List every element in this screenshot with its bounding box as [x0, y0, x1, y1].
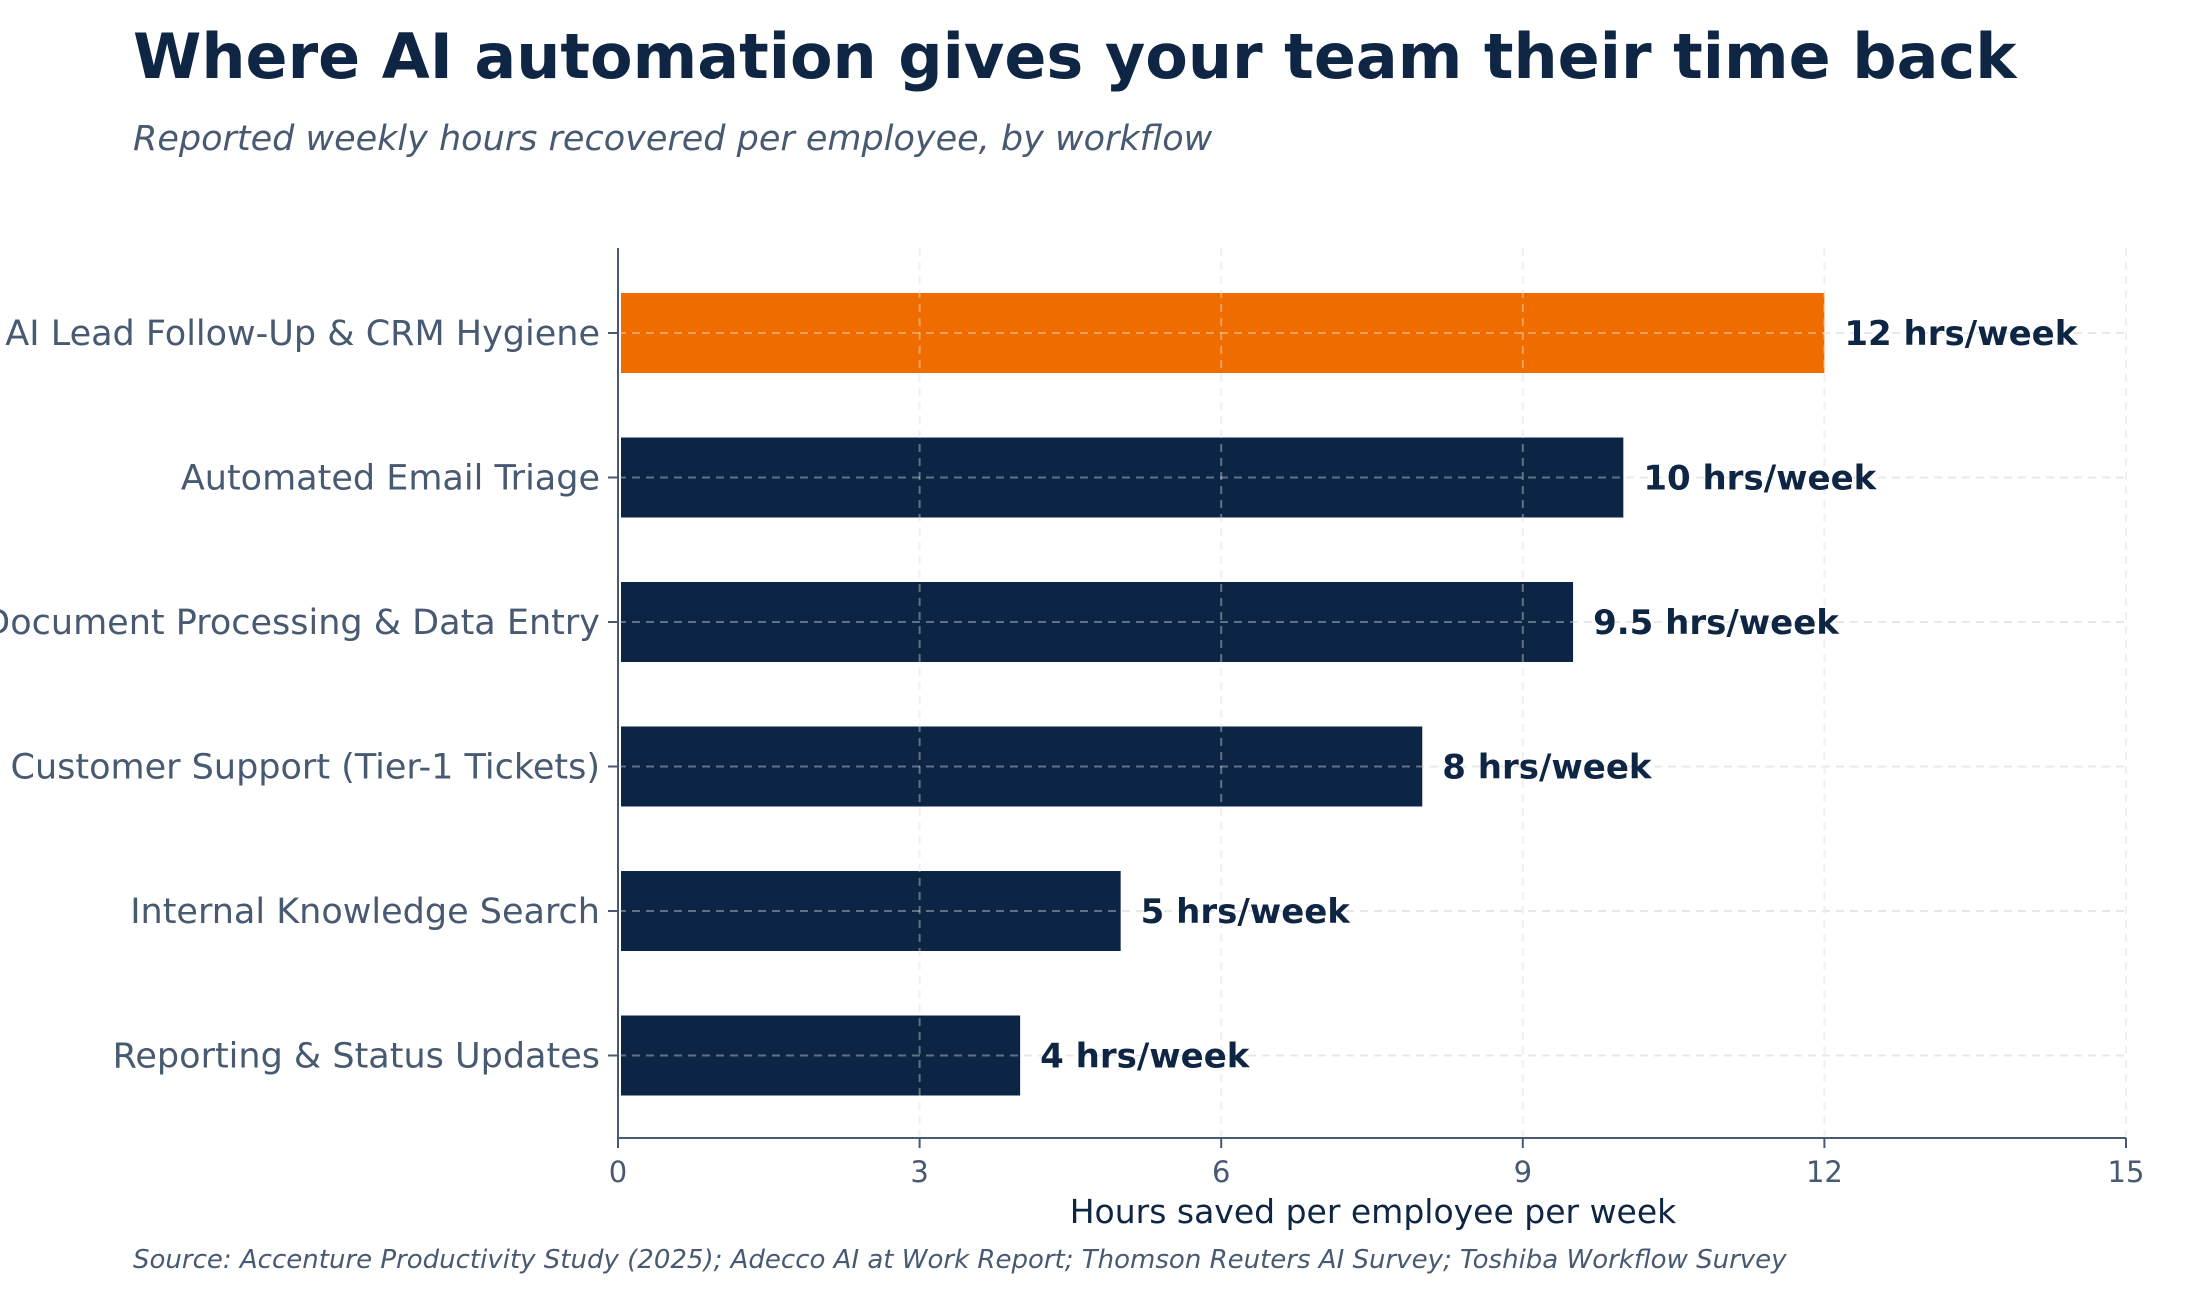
category-label: Automated Email Triage: [181, 459, 600, 499]
value-label: 4 hrs/week: [1040, 1037, 1251, 1077]
value-label: 8 hrs/week: [1442, 748, 1653, 788]
bar-4: [621, 871, 1121, 951]
labels: 0 3 6 9 12 15 AI Lead Follow-Up & CRM Hygiene 1…: [0, 314, 2144, 1189]
category-label: Document Processing & Data Entry: [0, 603, 600, 643]
x-tick-label: 9: [1514, 1155, 1532, 1189]
category-label: AI Lead Follow-Up & CRM Hygiene: [5, 314, 600, 354]
category-label: Internal Knowledge Search: [130, 892, 600, 932]
chart-subtitle: Reported weekly hours recovered per empl…: [133, 119, 1213, 159]
bar-1: [621, 437, 1624, 518]
bars: [621, 293, 1825, 1096]
bar-5: [621, 1015, 1021, 1096]
value-label: 5 hrs/week: [1141, 892, 1352, 932]
x-tick-label: 15: [2108, 1155, 2145, 1189]
bar-0: [621, 293, 1825, 373]
category-label: Customer Support (Tier-1 Tickets): [11, 748, 600, 788]
axes: [608, 248, 2127, 1148]
value-label: 10 hrs/week: [1643, 459, 1877, 499]
chart-title: Where AI automation gives your team thei…: [133, 20, 2018, 93]
bar-3: [621, 726, 1423, 807]
category-label: Reporting & Status Updates: [113, 1037, 600, 1077]
value-label: 9.5 hrs/week: [1593, 603, 1840, 643]
value-label: 12 hrs/week: [1844, 314, 2078, 354]
horizontal-gridlines: [618, 248, 2127, 1138]
x-tick-label: 12: [1806, 1155, 1843, 1189]
bar-2: [621, 582, 1574, 662]
x-tick-label: 6: [1212, 1155, 1230, 1189]
grid: [618, 248, 2127, 1138]
source-note: Source: Accenture Productivity Study (20…: [133, 1245, 1787, 1275]
x-tick-label: 3: [910, 1155, 928, 1189]
x-axis-label: Hours saved per employee per week: [1070, 1192, 1677, 1231]
x-tick-label: 0: [609, 1155, 627, 1189]
